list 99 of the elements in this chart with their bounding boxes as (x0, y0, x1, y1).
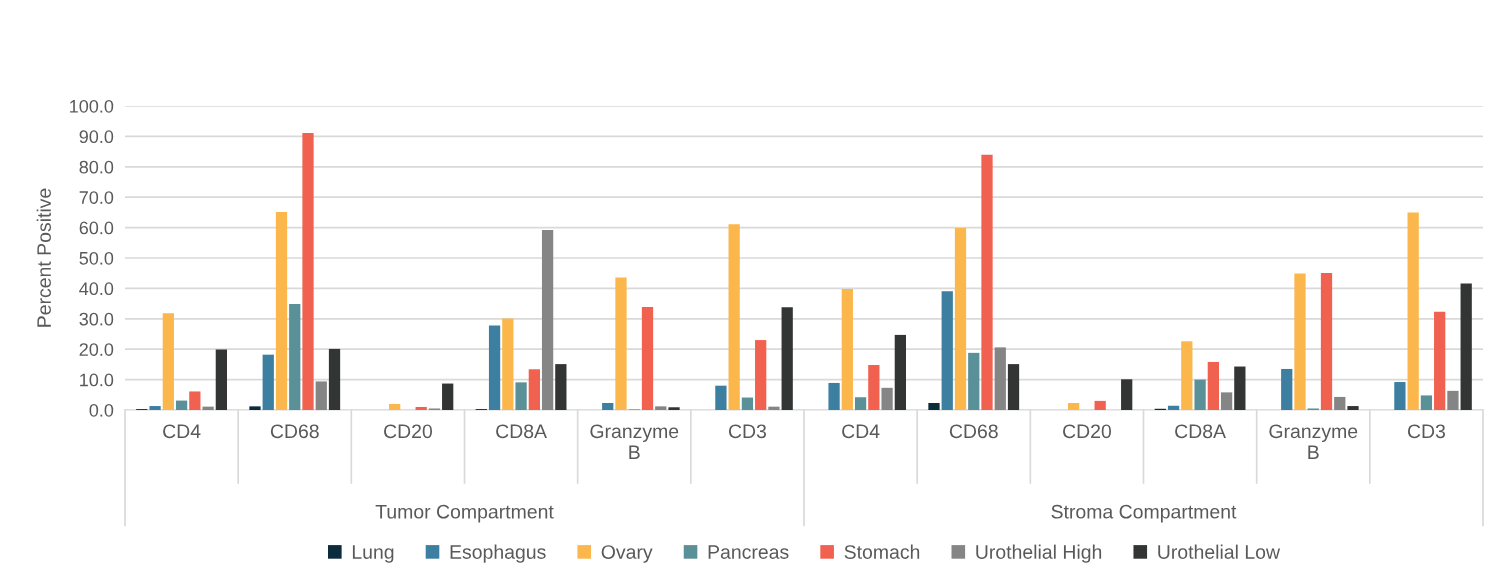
bar (1347, 406, 1359, 410)
bar (1094, 400, 1106, 410)
x-tick-label: CD8A (496, 424, 547, 439)
bar (728, 224, 740, 410)
bar (1068, 403, 1080, 410)
bar (1167, 405, 1180, 410)
y-tick-label: 70.0 (79, 191, 114, 204)
bar (315, 381, 327, 410)
text: Tumor Compartment (375, 504, 554, 523)
y-axis-title: Percent Positive (36, 188, 51, 327)
bar (1394, 382, 1406, 410)
bar (1181, 341, 1193, 410)
bar (1320, 272, 1333, 410)
x-tick-label: Granzyme B (1269, 424, 1358, 459)
bar (502, 318, 514, 410)
x-tick-label: CD3 (728, 424, 767, 439)
bar (655, 406, 667, 410)
legend-label: Urothelial High (976, 544, 1102, 563)
bar (555, 364, 567, 410)
bar (1460, 283, 1472, 410)
bar (1447, 390, 1459, 410)
y-tick-label: 0.0 (89, 403, 114, 417)
bar (515, 382, 527, 410)
bar (415, 406, 427, 410)
bar (249, 406, 261, 410)
legend-label: Lung (352, 545, 394, 563)
bar (1420, 395, 1433, 410)
y-tick-label: 100.0 (70, 99, 114, 113)
x-tick-label: CD8A (1175, 424, 1226, 439)
bar (328, 348, 341, 410)
x-tick-label: CD4 (163, 424, 201, 439)
bar (854, 397, 867, 410)
bar (1194, 379, 1206, 410)
x-tick-label: CD68 (270, 424, 319, 439)
bar (528, 369, 540, 410)
legend-label: Esophagus (450, 544, 546, 563)
x-tick-label: CD20 (384, 424, 433, 439)
bar (1334, 396, 1346, 410)
bar (1007, 364, 1020, 410)
bar (1121, 379, 1133, 410)
bar (1220, 392, 1233, 410)
y-tick-label: 90.0 (79, 130, 114, 144)
bar (715, 385, 727, 410)
bar (275, 212, 288, 410)
legend-label: Pancreas (708, 545, 789, 559)
bar (1407, 212, 1419, 410)
y-tick-label: 20.0 (79, 343, 114, 356)
bar (741, 397, 754, 410)
bar (994, 347, 1006, 410)
legend-label: Urothelial Low (1158, 544, 1281, 559)
bar (389, 403, 401, 410)
bar (668, 407, 680, 410)
bar (202, 406, 214, 410)
legend-label: Ovary (601, 545, 653, 563)
bar (828, 382, 840, 410)
bar (981, 154, 993, 410)
bar (189, 391, 201, 410)
bar (954, 227, 967, 410)
bar (1234, 366, 1246, 410)
y-tick-label: 30.0 (79, 312, 114, 326)
bar (841, 289, 853, 410)
bar (615, 277, 627, 410)
x-tick-label: CD3 (1407, 424, 1446, 439)
bar (755, 340, 767, 410)
bar (175, 400, 188, 410)
y-tick-label: 10.0 (80, 373, 114, 387)
bar (289, 303, 301, 410)
y-tick-label: 60.0 (79, 221, 114, 235)
y-tick-label: 50.0 (79, 251, 114, 265)
bar (928, 403, 940, 410)
bar (262, 354, 274, 410)
bar (488, 325, 501, 410)
x-tick-label: CD68 (949, 424, 998, 439)
bar (1434, 311, 1446, 410)
y-tick-label: 80.0 (79, 160, 114, 174)
bar (768, 406, 780, 410)
x-tick-label: CD4 (842, 424, 880, 439)
legend-label: Stomach (844, 544, 920, 559)
bar (442, 383, 454, 410)
bar (641, 306, 654, 410)
y-tick-label: 40.0 (79, 282, 114, 296)
bar (941, 291, 953, 410)
bar (602, 403, 614, 410)
bar (781, 307, 793, 410)
bar (162, 313, 174, 410)
bar (968, 352, 980, 410)
text: Stroma Compartment (1051, 504, 1237, 523)
bar (302, 133, 314, 410)
x-tick-label: CD20 (1063, 424, 1112, 439)
bar (1281, 368, 1293, 410)
bar (215, 349, 227, 410)
bar (541, 230, 554, 410)
bar (1207, 361, 1219, 410)
bar (881, 387, 893, 410)
bar (149, 406, 161, 410)
bar (868, 365, 880, 410)
bar (1294, 273, 1306, 410)
x-tick-label: Granzyme B (590, 424, 679, 459)
bar (894, 334, 906, 410)
